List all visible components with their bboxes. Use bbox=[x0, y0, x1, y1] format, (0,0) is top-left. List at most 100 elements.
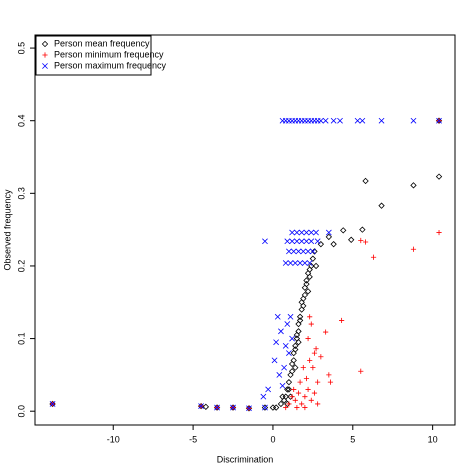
plus-marker bbox=[292, 397, 298, 403]
diamond-marker bbox=[301, 291, 309, 299]
cross-marker bbox=[284, 238, 291, 245]
cross-marker bbox=[42, 63, 48, 69]
cross-marker bbox=[337, 117, 343, 124]
cross-marker bbox=[279, 382, 286, 389]
cross-marker bbox=[297, 260, 303, 266]
diamond-marker bbox=[348, 236, 355, 243]
diamond-marker bbox=[295, 339, 302, 346]
plus-marker bbox=[311, 390, 318, 396]
diamond-marker bbox=[359, 226, 366, 233]
diamond-marker bbox=[272, 404, 280, 411]
plus-marker bbox=[286, 401, 292, 407]
diamond-marker bbox=[288, 368, 296, 375]
plus-marker bbox=[305, 335, 311, 342]
cross-marker bbox=[354, 117, 361, 124]
legend-label: Person minimum frequency bbox=[54, 49, 164, 59]
y-tick-label: 0.0 bbox=[16, 405, 26, 418]
cross-marker bbox=[273, 339, 280, 346]
plus-marker bbox=[358, 237, 364, 244]
diamond-marker bbox=[410, 182, 417, 189]
cross-marker bbox=[298, 229, 305, 236]
plus-marker bbox=[295, 390, 302, 396]
diamond-marker bbox=[285, 378, 293, 386]
cross-marker bbox=[276, 372, 283, 378]
plus-marker bbox=[370, 254, 377, 260]
diamond-marker bbox=[304, 288, 312, 295]
cross-marker bbox=[286, 248, 292, 255]
cross-marker bbox=[287, 260, 294, 266]
plot-box bbox=[34, 34, 456, 426]
diamond-marker bbox=[303, 277, 310, 284]
legend-label: Person mean frequency bbox=[54, 38, 150, 48]
cross-marker bbox=[359, 117, 366, 124]
cross-marker bbox=[286, 350, 292, 356]
y-axis-title: Observed frequency bbox=[2, 189, 12, 271]
cross-marker bbox=[294, 229, 300, 236]
cross-marker bbox=[300, 248, 307, 255]
cross-marker bbox=[290, 248, 297, 255]
cross-marker bbox=[302, 260, 308, 266]
y-tick-label: 0.3 bbox=[16, 187, 26, 200]
cross-marker bbox=[262, 238, 268, 245]
diamond-marker bbox=[378, 202, 385, 209]
cross-marker bbox=[274, 313, 281, 320]
plus-marker bbox=[308, 397, 314, 403]
cross-marker bbox=[262, 404, 268, 411]
cross-marker bbox=[436, 117, 442, 124]
cross-marker bbox=[287, 313, 294, 320]
x-tick-label: -10 bbox=[107, 434, 120, 444]
cross-marker bbox=[230, 404, 236, 411]
plus-marker bbox=[308, 321, 314, 327]
cross-marker bbox=[289, 229, 295, 236]
diamond-marker bbox=[317, 240, 325, 248]
diamond-marker bbox=[284, 386, 291, 393]
cross-marker bbox=[303, 238, 310, 245]
diamond-marker bbox=[202, 403, 210, 411]
diamond-marker bbox=[285, 386, 293, 393]
cross-marker bbox=[303, 229, 310, 236]
legend-box bbox=[35, 35, 152, 76]
plus-marker bbox=[283, 404, 289, 411]
plus-marker bbox=[358, 368, 364, 374]
cross-marker bbox=[322, 117, 329, 124]
diamond-marker bbox=[296, 317, 304, 324]
cross-marker bbox=[281, 364, 288, 371]
plus-marker bbox=[289, 394, 295, 400]
diamond-marker bbox=[213, 404, 221, 411]
diamond-marker bbox=[290, 357, 297, 364]
cross-marker bbox=[214, 404, 220, 411]
plus-marker bbox=[307, 357, 313, 363]
cross-marker bbox=[271, 357, 278, 364]
diamond-marker bbox=[49, 400, 56, 408]
diamond-marker bbox=[330, 240, 337, 248]
cross-marker bbox=[198, 403, 204, 409]
cross-marker bbox=[289, 238, 295, 245]
cross-marker bbox=[278, 328, 284, 335]
y-tick-label: 0.5 bbox=[16, 42, 26, 55]
plus-marker bbox=[323, 329, 329, 335]
diamond-marker bbox=[292, 342, 299, 350]
diamond-marker bbox=[362, 177, 369, 185]
cross-marker bbox=[330, 117, 337, 124]
cross-marker bbox=[289, 335, 295, 342]
diamond-marker bbox=[296, 313, 304, 320]
x-tick-label: -5 bbox=[189, 434, 197, 444]
cross-marker bbox=[294, 238, 300, 245]
cross-marker bbox=[313, 229, 319, 236]
cross-marker bbox=[49, 401, 56, 407]
diamond-marker bbox=[311, 248, 318, 255]
plus-marker bbox=[307, 314, 313, 320]
diamond-marker bbox=[300, 302, 307, 310]
diamond-marker bbox=[229, 404, 237, 411]
plus-marker bbox=[318, 354, 324, 360]
cross-marker bbox=[260, 393, 267, 400]
diamond-marker bbox=[277, 400, 285, 408]
plus-marker bbox=[294, 404, 300, 411]
diamond-marker bbox=[41, 40, 49, 48]
diamond-marker bbox=[261, 404, 269, 411]
plus-marker bbox=[291, 386, 297, 393]
plus-marker bbox=[410, 246, 417, 252]
plus-marker bbox=[327, 379, 334, 385]
cross-marker bbox=[306, 260, 313, 266]
x-tick-label: 0 bbox=[270, 434, 275, 444]
